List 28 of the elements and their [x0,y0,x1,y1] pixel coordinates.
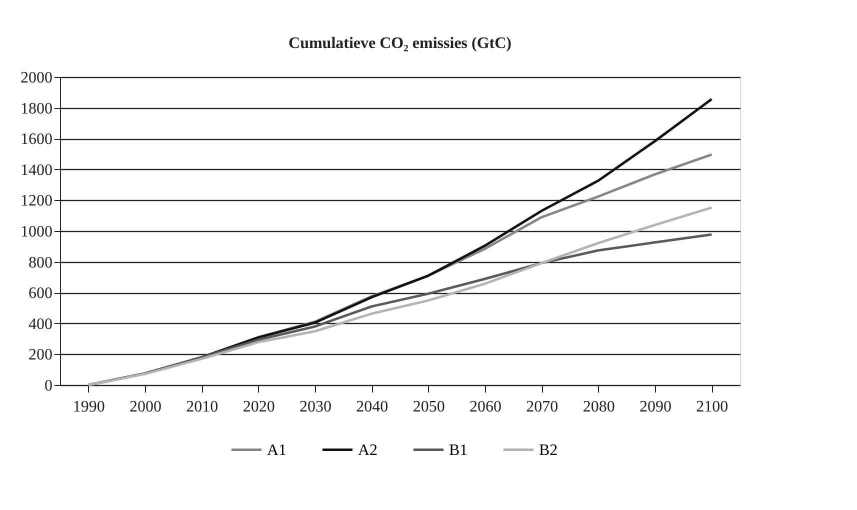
x-tick-label: 2050 [412,398,445,416]
y-tick-label: 0 [44,378,52,394]
legend-label: A1 [267,442,287,459]
legend-label: A2 [358,442,378,459]
y-tick-label: 600 [28,285,52,302]
legend-label: B1 [449,442,468,459]
y-tick-label: 800 [28,254,52,272]
x-tick-label: 2040 [356,398,388,416]
legend-label: B2 [539,442,558,459]
x-tick-label: 2060 [470,398,502,416]
x-tick-label: 2070 [526,398,558,416]
x-tick-label: 1990 [72,398,105,416]
x-tick-label: 2090 [640,398,672,416]
y-tick-label: 1800 [20,100,52,118]
x-tick-label: 2030 [300,398,332,416]
y-tick-label: 200 [28,346,52,364]
x-tick-label: 2080 [582,398,615,416]
x-tick-label: 2020 [242,398,275,416]
chart-title: Cumulatieve CO₂ emissies (GtC) [288,35,512,52]
y-tick-label: 1400 [20,162,52,179]
y-tick-label: 2000 [20,70,52,86]
y-tick-label: 1600 [20,131,52,148]
x-tick-label: 2000 [130,398,162,416]
y-tick-label: 1200 [20,192,52,210]
y-tick-label: 400 [28,316,52,333]
x-tick-label: 2100 [696,398,728,416]
y-tick-label: 1000 [20,224,52,240]
x-tick-label: 2010 [186,398,218,416]
